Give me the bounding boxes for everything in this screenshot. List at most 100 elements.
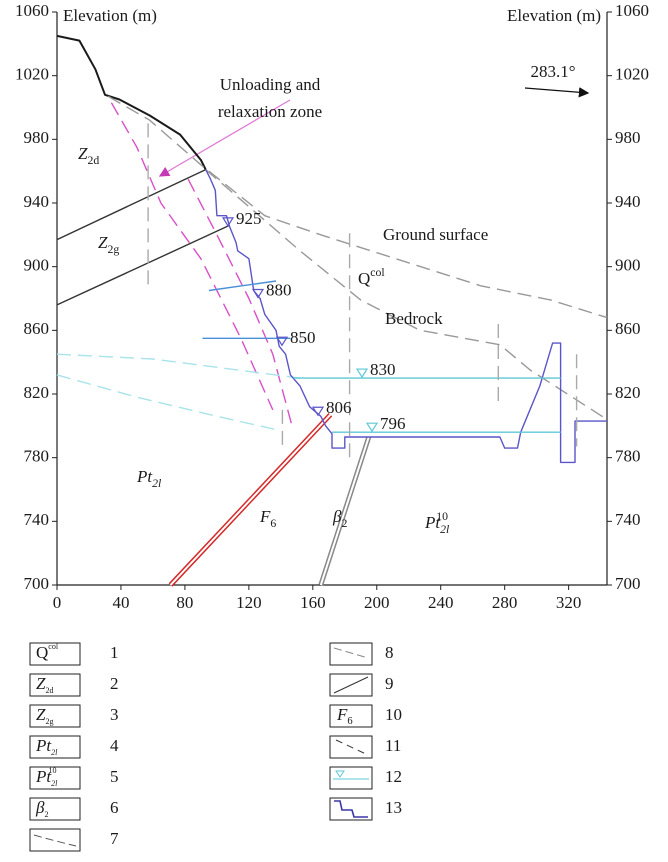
x-tick-label: 40: [112, 593, 129, 612]
y-tick-label: 980: [24, 128, 50, 147]
legend-box: [329, 735, 373, 759]
label-sub: 2l: [51, 748, 58, 757]
legend-symbol: Qcol: [36, 642, 59, 662]
label-sup: col: [370, 266, 385, 279]
water-level-marker: [251, 288, 265, 299]
unit-label: Qcol: [358, 266, 385, 288]
label-base: Pt: [424, 513, 441, 532]
y2-tick-label: 980: [615, 128, 641, 147]
y2-tick-label: 700: [615, 574, 641, 593]
profile-line: [56, 353, 301, 379]
double-line-inner: [319, 436, 370, 586]
label-sup: 10: [436, 510, 448, 523]
y-tick-label: 820: [24, 383, 50, 402]
legend-label: 10: [385, 705, 402, 724]
x-tick-label: 120: [236, 593, 262, 612]
unit-label: Z2d: [78, 144, 99, 167]
x-tick-label: 80: [176, 593, 193, 612]
profile-line: [110, 102, 274, 411]
unit-label: Pt2l10: [424, 510, 450, 536]
water-level-marker: [355, 368, 369, 379]
x-tick-label: 200: [364, 593, 390, 612]
label-sub: 6: [270, 517, 276, 530]
direction-label: 283.1°: [530, 62, 575, 81]
y2-tick-label: 900: [615, 256, 641, 275]
legend-icon: [33, 834, 77, 847]
y2-tick-label: 940: [615, 192, 641, 211]
label-base: Pt: [35, 736, 52, 755]
legend-label: 5: [110, 767, 119, 786]
legend-symbol: F6: [336, 705, 353, 728]
label-sup: 10: [49, 766, 57, 775]
legend-icon: [333, 770, 369, 780]
label-sub: 2: [44, 810, 48, 819]
legend-label: 7: [110, 829, 119, 848]
water-level-label: 796: [380, 414, 406, 433]
label-sub: 2g: [45, 717, 53, 726]
y-tick-label: 860: [24, 319, 50, 338]
profile-line: [205, 169, 608, 421]
legend-icon: [334, 800, 368, 818]
label-sub: 2g: [107, 243, 119, 256]
legend-label: 9: [385, 674, 394, 693]
legend-box: [329, 797, 373, 821]
legend-symbol: Pt2l: [35, 736, 58, 757]
legend-box: [29, 797, 81, 821]
y-tick-label: 740: [24, 510, 50, 529]
legend-icon-part: [333, 647, 369, 659]
x-tick-label: 160: [300, 593, 326, 612]
label-sub: 2d: [45, 686, 53, 695]
profile-line: [107, 95, 608, 319]
label-sub: 2l: [440, 523, 450, 536]
y2-tick-label: 740: [615, 510, 641, 529]
legend-box: [29, 704, 81, 728]
profile-line: [56, 224, 230, 306]
water-level-marker: [311, 406, 325, 417]
legend-icon-part: [335, 739, 367, 755]
x-tick-label: 320: [556, 593, 582, 612]
water-level-marker: [365, 422, 379, 433]
unit-label: Z2g: [98, 233, 119, 256]
label-base: F: [336, 705, 348, 724]
legend-label: 2: [110, 674, 119, 693]
legend-icon-part: [333, 676, 369, 694]
profile-line: [56, 34, 207, 171]
legend-symbol: β2: [35, 798, 49, 819]
label-base: β: [35, 798, 45, 817]
y2-tick-label: 780: [615, 447, 641, 466]
legend-label: 4: [110, 736, 119, 755]
unit-label: F6: [259, 507, 276, 530]
profile-line: [205, 169, 607, 464]
legend-box: [29, 673, 81, 697]
label-base: Pt: [136, 467, 153, 486]
legend-box: [329, 642, 373, 666]
x-tick-label: 240: [428, 593, 454, 612]
label-sub: 6: [347, 716, 352, 727]
y-tick-label: 1060: [15, 1, 49, 20]
y-tick-label: 900: [24, 256, 50, 275]
y-tick-label: 1020: [15, 65, 49, 84]
label-base: Z: [78, 144, 88, 163]
y-tick-label: 700: [24, 574, 50, 593]
legend-box: [29, 735, 81, 759]
zone-label: relaxation zone: [218, 102, 322, 121]
legend-icon: [335, 739, 367, 755]
legend-icon: [333, 676, 369, 694]
legend-label: 11: [385, 736, 401, 755]
legend-label: 12: [385, 767, 402, 786]
water-level-label: 850: [290, 328, 316, 347]
y-axis-label: Elevation (m): [63, 6, 157, 25]
water-level-label: 925: [236, 209, 262, 228]
profile-line: [56, 168, 206, 241]
y2-tick-label: 1020: [615, 65, 649, 84]
legend-box: [29, 642, 81, 666]
label-sub: 2d: [87, 154, 99, 167]
water-level-label: 806: [326, 398, 352, 417]
label-base: Pt: [35, 767, 52, 786]
label-base: Z: [98, 233, 108, 252]
x-tick-label: 0: [53, 593, 62, 612]
legend-label: 6: [110, 798, 119, 817]
x-tick-label: 280: [492, 593, 518, 612]
zone-label: Unloading and: [220, 75, 321, 94]
